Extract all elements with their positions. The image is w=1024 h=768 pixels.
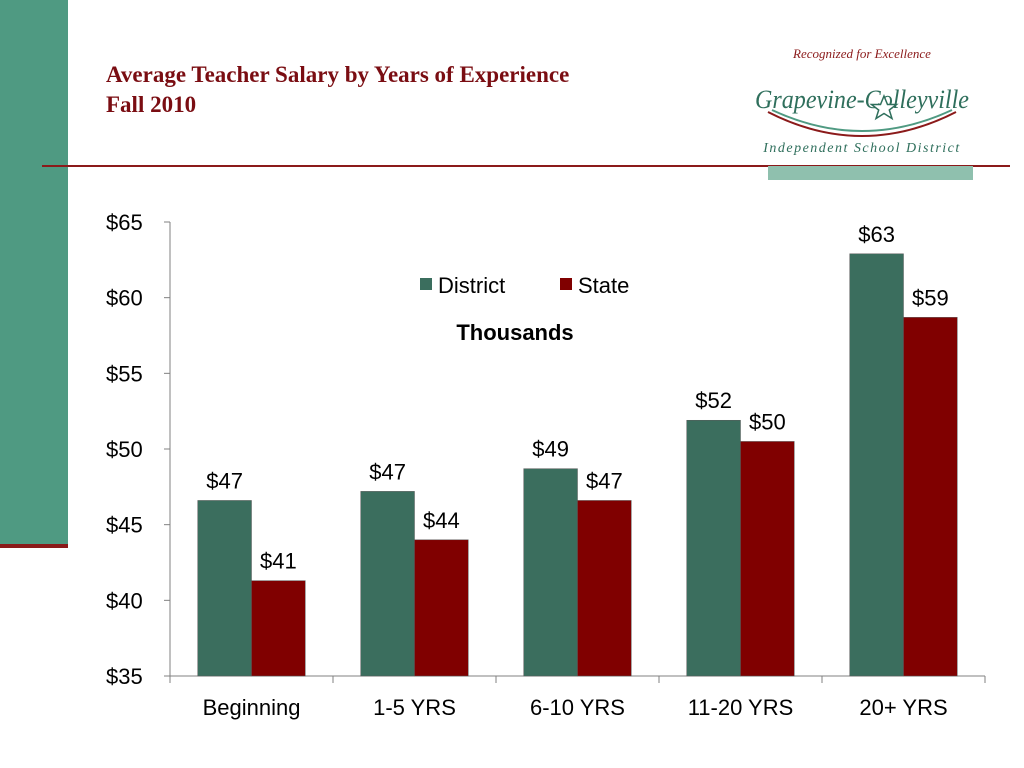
x-category-label: 20+ YRS: [859, 695, 947, 720]
state-data-label: $41: [260, 549, 297, 574]
sidebar-accent-line: [0, 544, 68, 548]
y-tick-label: $55: [106, 361, 143, 386]
slide-title: Average Teacher Salary by Years of Exper…: [106, 60, 569, 120]
district-logo: Recognized for Excellence Grapevine-Coll…: [755, 46, 969, 156]
state-bar: [903, 317, 958, 677]
star-icon: [869, 94, 899, 121]
title-divider: [42, 165, 1010, 167]
district-data-label: $52: [695, 388, 732, 413]
title-line-1: Average Teacher Salary by Years of Exper…: [106, 62, 570, 87]
x-category-label: Beginning: [203, 695, 301, 720]
y-tick-label: $35: [106, 664, 143, 689]
y-tick-label: $50: [106, 437, 143, 462]
logo-tagline: Recognized for Excellence: [792, 46, 931, 61]
x-category-label: 1-5 YRS: [373, 695, 456, 720]
sidebar-accent: [0, 0, 68, 545]
y-axis: $35 $40 $45 $50 $55 $60 $65: [106, 210, 171, 689]
district-bar: [197, 500, 252, 677]
y-tick-label: $60: [106, 286, 143, 311]
district-data-label: $49: [532, 437, 569, 462]
x-category-label: 11-20 YRS: [688, 695, 794, 720]
legend-label: District: [438, 273, 505, 298]
state-bar: [414, 539, 469, 677]
district-bar: [360, 491, 415, 677]
y-tick-label: $45: [106, 513, 143, 538]
state-bar: [251, 580, 306, 677]
district-bar: [523, 468, 578, 677]
legend: District State: [420, 273, 629, 298]
state-data-label: $47: [586, 468, 623, 493]
units-label: Thousands: [456, 320, 573, 345]
y-tick-label: $40: [106, 588, 143, 613]
district-data-label: $47: [369, 459, 406, 484]
legend-label: State: [578, 273, 629, 298]
legend-swatch: [420, 278, 432, 290]
district-data-label: $63: [858, 222, 895, 247]
state-bar: [577, 500, 632, 677]
logo-underline-band: [768, 166, 973, 180]
district-bar: [849, 253, 904, 677]
logo-swoosh-inner: [771, 109, 953, 132]
x-category-label: 6-10 YRS: [530, 695, 625, 720]
logo-swoosh: [767, 111, 957, 137]
logo-subtitle: Independent School District: [762, 141, 961, 156]
district-data-label: $47: [206, 468, 243, 493]
district-bar: [686, 419, 741, 677]
title-line-2: Fall 2010: [106, 92, 197, 117]
bars: $47 $41 $47 $44 $49 $47 $52 $50 $63 $59: [197, 222, 958, 677]
state-bar: [740, 441, 795, 677]
state-data-label: $59: [912, 285, 949, 310]
x-axis: Beginning 1-5 YRS 6-10 YRS 11-20 YRS 20+ YRS: [169, 675, 986, 720]
legend-swatch: [560, 278, 572, 290]
logo-name: Grapevine-Colleyville: [755, 85, 969, 114]
y-tick-label: $65: [106, 210, 143, 235]
state-data-label: $50: [749, 409, 786, 434]
state-data-label: $44: [423, 508, 460, 533]
